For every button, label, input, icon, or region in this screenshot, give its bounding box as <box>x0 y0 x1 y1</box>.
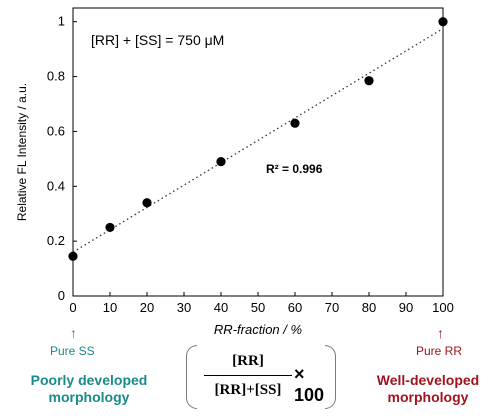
pure-rr-arrow-icon: ↑ <box>437 325 444 341</box>
x-axis-label: RR-fraction / % <box>214 322 302 337</box>
left-caption-line-1: Poorly developed <box>30 372 148 388</box>
data-point <box>142 198 152 208</box>
y-tick-label: 0 <box>58 288 65 303</box>
y-tick-label: 0.4 <box>47 178 65 193</box>
right-caption-line-2: morphology <box>387 389 469 405</box>
rr-fraction-formula: [RR] [RR]+[SS] × 100 <box>186 345 336 409</box>
x-tick-label: 30 <box>177 300 191 315</box>
chart-svg: 0 10 20 30 40 50 60 70 80 90 100 0 0.2 0.4 0.6 0.8 1 RR-f… <box>15 7 454 337</box>
formula-left-paren <box>186 345 197 409</box>
plot-area: 0 10 20 30 40 50 60 70 80 90 100 0 0.2 0.4 0.6 0.8 1 RR-f… <box>15 7 454 337</box>
x-tick-label: 60 <box>288 300 302 315</box>
x-tick-label: 70 <box>325 300 339 315</box>
data-point <box>216 157 226 167</box>
pure-ss-arrow-icon: ↑ <box>70 325 77 341</box>
y-tick-label: 0.2 <box>47 233 65 248</box>
data-point <box>438 17 448 27</box>
x-tick-label: 40 <box>214 300 228 315</box>
x-tick-label: 90 <box>399 300 413 315</box>
x-tick-label: 0 <box>69 300 76 315</box>
formula-multiplier: × 100 <box>294 364 325 405</box>
plot-frame <box>72 7 444 297</box>
concentration-annotation: [RR] + [SS] = 750 μM <box>91 32 224 48</box>
pure-ss-label: Pure SS <box>50 344 95 358</box>
data-point <box>68 251 78 261</box>
y-tick-label: 0.8 <box>47 69 65 84</box>
y-tick-label: 0.6 <box>47 123 65 138</box>
right-caption-line-1: Well-developed <box>376 372 480 388</box>
formula-fraction: [RR] [RR]+[SS] <box>202 351 294 400</box>
x-tick-label: 20 <box>140 300 154 315</box>
right-caption: Well-developed morphology <box>358 372 498 406</box>
pure-rr-label: Pure RR <box>416 344 463 358</box>
x-tick-label: 10 <box>103 300 117 315</box>
formula-fraction-bar <box>204 375 292 376</box>
x-tick-label: 50 <box>251 300 265 315</box>
data-point <box>364 76 374 86</box>
formula-numerator: [RR] <box>232 353 264 369</box>
formula-right-paren <box>325 345 336 409</box>
formula-denominator: [RR]+[SS] <box>214 382 282 398</box>
linear-fit-line <box>72 28 444 253</box>
left-caption: Poorly developed morphology <box>14 372 164 406</box>
data-point <box>290 118 300 128</box>
x-tick-label: 80 <box>362 300 376 315</box>
x-tick-label: 100 <box>432 300 454 315</box>
y-axis-label: Relative FL Intensity / a.u. <box>15 83 29 221</box>
y-tick-label: 1 <box>58 14 65 29</box>
data-point <box>105 222 115 233</box>
left-caption-line-2: morphology <box>48 389 130 405</box>
r-squared-label: R² = 0.996 <box>266 162 323 176</box>
